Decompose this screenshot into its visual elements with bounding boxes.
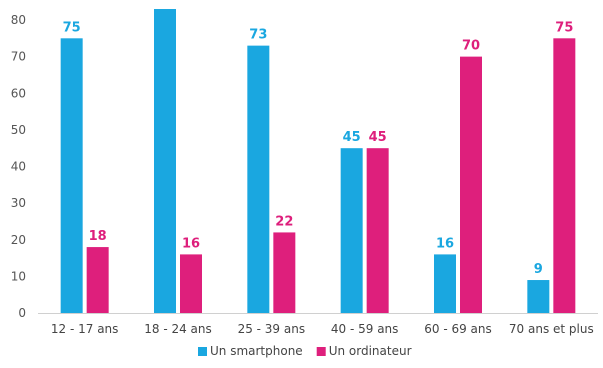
bar-smartphone xyxy=(247,45,270,313)
bar-smartphone xyxy=(60,38,83,313)
x-tick-label: 40 - 59 ans xyxy=(331,322,399,336)
data-label: 18 xyxy=(89,229,107,244)
legend-swatch xyxy=(316,347,326,356)
data-label: 45 xyxy=(343,130,361,145)
bar-ordinateur xyxy=(460,56,482,313)
data-label: 16 xyxy=(436,236,454,251)
data-label: 16 xyxy=(182,236,200,251)
y-tick-label: 60 xyxy=(11,86,26,100)
bar-smartphone xyxy=(154,9,176,313)
bar-ordinateur xyxy=(273,232,296,313)
legend: Un smartphone Un ordinateur xyxy=(198,344,412,358)
legend-swatch xyxy=(198,347,207,356)
bar-smartphone xyxy=(434,254,456,313)
bars: 75 18 16 73 22 45 45 16 70 9 75 xyxy=(60,9,576,313)
x-tick-label: 18 - 24 ans xyxy=(144,322,212,336)
data-label: 75 xyxy=(63,20,81,35)
y-tick-label: 70 xyxy=(11,50,26,64)
data-label: 45 xyxy=(369,130,387,145)
bar-ordinateur xyxy=(180,254,202,313)
x-tick-label: 12 - 17 ans xyxy=(51,322,119,336)
x-tick-label: 70 ans et plus xyxy=(509,322,594,336)
data-label: 22 xyxy=(275,214,293,229)
data-label: 75 xyxy=(555,20,573,35)
y-tick-label: 50 xyxy=(11,123,26,137)
x-axis: 12 - 17 ans 18 - 24 ans 25 - 39 ans 40 - 59… xyxy=(38,313,598,336)
y-tick-label: 30 xyxy=(11,196,26,210)
y-tick-label: 40 xyxy=(11,160,26,174)
x-tick-label: 60 - 69 ans xyxy=(424,322,492,336)
bar-smartphone xyxy=(527,280,550,313)
legend-label: Un smartphone xyxy=(210,344,303,358)
x-tick-label: 25 - 39 ans xyxy=(238,322,306,336)
bar-ordinateur xyxy=(86,247,109,313)
data-label: 9 xyxy=(534,262,543,277)
data-label: 70 xyxy=(462,39,480,54)
y-tick-label: 10 xyxy=(11,269,26,283)
bar-ordinateur xyxy=(553,38,576,313)
bar-ordinateur xyxy=(366,148,389,313)
y-tick-label: 0 xyxy=(18,306,26,320)
y-axis: 0 10 20 30 40 50 60 70 80 xyxy=(11,13,26,320)
data-label: 73 xyxy=(249,28,267,43)
legend-label: Un ordinateur xyxy=(329,344,412,358)
y-tick-label: 80 xyxy=(11,13,26,27)
y-tick-label: 20 xyxy=(11,233,26,247)
bar-smartphone xyxy=(340,148,363,313)
